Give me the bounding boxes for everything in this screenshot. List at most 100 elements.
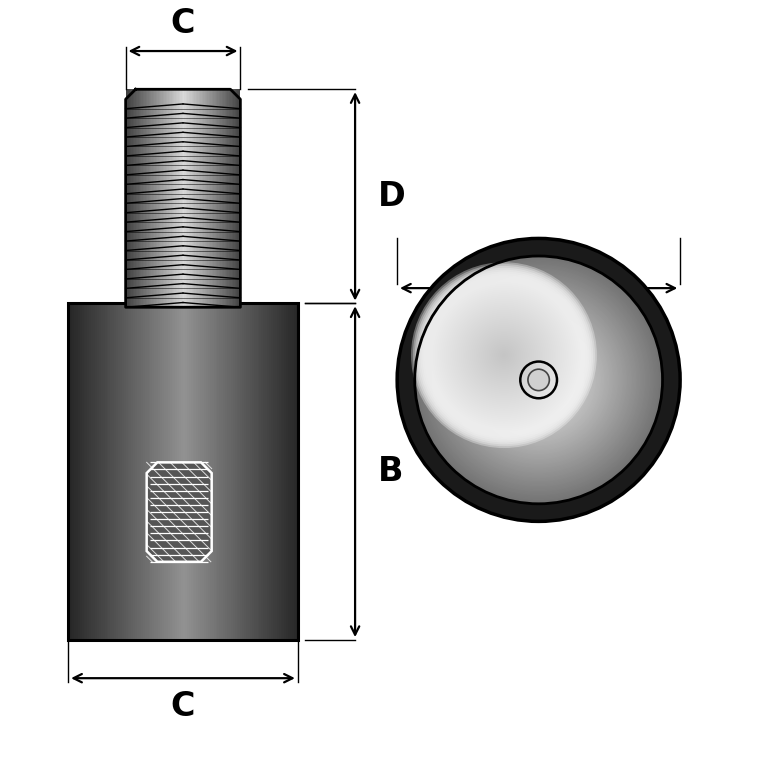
Circle shape (523, 364, 555, 396)
Bar (125, 90, 127, 307)
Bar (214, 90, 216, 307)
Text: C: C (171, 7, 196, 41)
Circle shape (424, 275, 584, 435)
Bar (100, 304, 103, 640)
Circle shape (467, 318, 541, 393)
Bar (69, 304, 298, 640)
Bar (69, 304, 70, 640)
Bar (280, 304, 283, 640)
Circle shape (488, 329, 590, 431)
Bar (129, 304, 132, 640)
Bar (175, 304, 178, 640)
Bar (265, 304, 267, 640)
Bar (262, 304, 263, 640)
Circle shape (519, 360, 559, 400)
Bar (176, 90, 178, 307)
Circle shape (498, 339, 580, 421)
Circle shape (466, 307, 612, 453)
Bar (225, 304, 227, 640)
Bar (170, 90, 171, 307)
Bar (173, 90, 174, 307)
Bar (178, 304, 179, 640)
Bar (157, 304, 158, 640)
Bar (205, 90, 206, 307)
Bar (217, 90, 219, 307)
Circle shape (445, 286, 633, 474)
Circle shape (445, 296, 563, 414)
Bar (296, 304, 298, 640)
Bar (181, 304, 183, 640)
Bar (229, 304, 231, 640)
Bar (137, 304, 139, 640)
Circle shape (528, 369, 549, 390)
Bar (202, 90, 203, 307)
Bar (129, 90, 130, 307)
Bar (221, 304, 223, 640)
Circle shape (414, 256, 662, 504)
Bar (166, 90, 167, 307)
Circle shape (460, 301, 618, 459)
Circle shape (397, 238, 680, 521)
Bar (231, 304, 233, 640)
Circle shape (487, 328, 590, 432)
Bar (250, 304, 252, 640)
Circle shape (516, 358, 561, 402)
Bar (223, 304, 225, 640)
Circle shape (429, 280, 578, 429)
Bar (279, 304, 280, 640)
Circle shape (443, 284, 634, 475)
Circle shape (411, 263, 597, 448)
Bar (186, 90, 187, 307)
Circle shape (535, 376, 542, 383)
Circle shape (439, 280, 639, 481)
Circle shape (480, 331, 528, 379)
Text: A: A (526, 241, 552, 274)
Circle shape (427, 269, 650, 492)
Bar (216, 304, 217, 640)
Text: B: B (378, 455, 404, 488)
Circle shape (476, 327, 532, 383)
Bar (120, 304, 122, 640)
Bar (90, 304, 91, 640)
Bar (72, 304, 74, 640)
Bar (171, 304, 174, 640)
Bar (236, 90, 238, 307)
Circle shape (469, 320, 539, 390)
Bar (237, 304, 238, 640)
Bar (207, 90, 209, 307)
Bar (169, 90, 170, 307)
Circle shape (432, 273, 645, 486)
Circle shape (489, 330, 588, 429)
Circle shape (452, 303, 556, 407)
Circle shape (446, 287, 632, 473)
Circle shape (422, 273, 586, 437)
Bar (223, 90, 224, 307)
Circle shape (413, 264, 595, 446)
Bar (112, 304, 115, 640)
Bar (283, 304, 284, 640)
Circle shape (442, 284, 636, 477)
Bar (74, 304, 76, 640)
Bar (193, 90, 195, 307)
Bar (206, 304, 208, 640)
Bar (232, 90, 233, 307)
Bar (202, 304, 204, 640)
Bar (209, 90, 210, 307)
Circle shape (527, 368, 550, 391)
Bar (127, 90, 129, 307)
Circle shape (463, 305, 614, 456)
Circle shape (521, 362, 556, 397)
Circle shape (439, 290, 569, 420)
Circle shape (514, 355, 563, 404)
Bar (292, 304, 294, 640)
Circle shape (469, 311, 608, 449)
Bar (146, 304, 149, 640)
Circle shape (484, 335, 524, 375)
Circle shape (417, 268, 591, 442)
Bar (93, 304, 95, 640)
Bar (160, 304, 162, 640)
Circle shape (481, 322, 597, 438)
Bar (149, 90, 150, 307)
Bar (139, 304, 141, 640)
Bar (70, 304, 72, 640)
